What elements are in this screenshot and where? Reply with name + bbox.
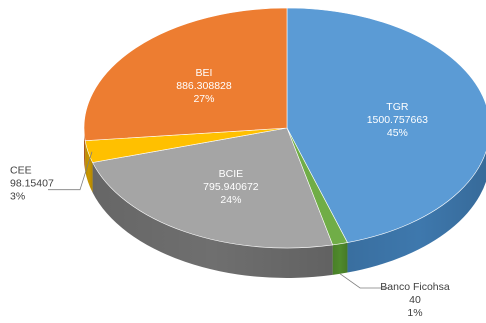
label-cee-line: 3% <box>10 191 25 203</box>
slice-bei <box>83 7 288 142</box>
pie-sides <box>84 128 486 278</box>
leader-lines <box>48 151 389 289</box>
label-cee-line: CEE <box>10 165 32 177</box>
label-tgr-line: 45% <box>387 127 408 139</box>
label-tgr-line: 1500.757663 <box>367 114 428 126</box>
data-labels: TGR 1500.757663 45% Banco Ficohsa 40 1% BCIE 79… <box>10 67 450 319</box>
label-cee: CEE 98.15407 3% <box>10 165 54 203</box>
leader-banco-ficohsa <box>339 273 389 289</box>
label-cee-line: 98.15407 <box>10 178 54 190</box>
side-shade-bei <box>84 128 86 171</box>
slice-tgr <box>286 7 486 243</box>
side-shade-cee <box>85 140 93 193</box>
label-tgr: TGR 1500.757663 45% <box>367 101 428 139</box>
label-banco-ficohsa-line: 1% <box>407 307 422 319</box>
label-bei-line: 27% <box>193 93 214 105</box>
label-bei-line: 886.308828 <box>176 80 232 92</box>
label-tgr-line: TGR <box>386 101 409 113</box>
side-shade-tgr <box>347 151 486 273</box>
label-bcie-line: BCIE <box>219 168 244 180</box>
side-shade-bcie <box>92 162 333 278</box>
leader-cee <box>48 151 93 191</box>
pie-tops <box>83 7 486 249</box>
slice-bcie <box>92 127 334 249</box>
label-bcie-line: 795.940672 <box>203 181 259 193</box>
label-bcie: BCIE 795.940672 24% <box>203 168 259 206</box>
label-banco-ficohsa-line: 40 <box>409 294 421 306</box>
label-banco-ficohsa: Banco Ficohsa 40 1% <box>380 281 450 319</box>
label-bei-line: BEI <box>196 67 213 79</box>
label-banco-ficohsa-line: Banco Ficohsa <box>380 281 450 293</box>
label-bcie-line: 24% <box>220 194 241 206</box>
label-bei: BEI 886.308828 27% <box>176 67 232 105</box>
side-shade-banco-ficohsa <box>332 242 348 275</box>
